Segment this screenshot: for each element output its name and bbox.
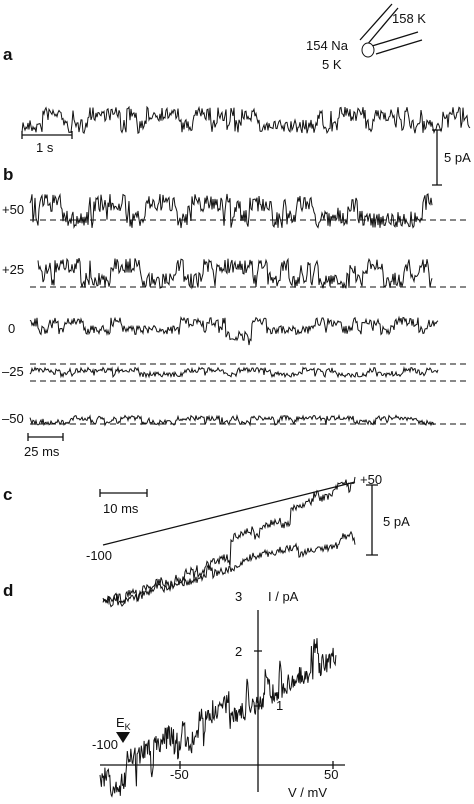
trace [99,638,337,798]
label: 10 ms [103,501,139,516]
label: 154 Na [306,38,349,53]
panel-label: d [3,581,13,600]
label: –25 [2,364,24,379]
ramp [102,481,356,546]
trace [102,530,356,608]
panel-label: b [3,165,13,184]
axes [100,610,345,792]
label: 5 pA [444,150,471,165]
trace [29,315,439,346]
trace [29,365,439,379]
tick-label: 2 [235,644,242,659]
label: –50 [2,411,24,426]
tick-label: -50 [170,767,189,782]
label: +25 [2,262,24,277]
panel-label: a [3,45,13,64]
label: 5 K [322,57,342,72]
reversal-marker [116,732,130,743]
trace [21,105,471,135]
panel-label: c [3,485,12,504]
label: 1 s [36,140,54,155]
label: +50 [2,202,24,217]
label: 25 ms [24,444,60,459]
trace [29,413,435,427]
cell [361,42,375,58]
scale-bar [366,484,378,556]
tick-label: 50 [324,767,338,782]
tick-label: 3 [235,589,242,604]
scale-bar [432,129,442,186]
scale-bar [21,131,73,139]
tick-label: 1 [276,698,283,713]
scale-bar [99,489,148,497]
pipette [359,3,423,55]
trace [37,257,433,290]
axis-label: I / pA [268,589,299,604]
axis-label: V / mV [288,785,327,799]
label: 0 [8,321,15,336]
label: 158 K [392,11,426,26]
traces [21,105,471,798]
label: 5 pA [383,514,410,529]
label: +50 [360,472,382,487]
trace [29,192,433,230]
scale-bar [27,433,64,441]
baseline [30,219,470,425]
label: -100 [86,548,112,563]
trace [102,476,356,607]
tick-label: -100 [92,737,118,752]
label: EK [116,715,131,732]
